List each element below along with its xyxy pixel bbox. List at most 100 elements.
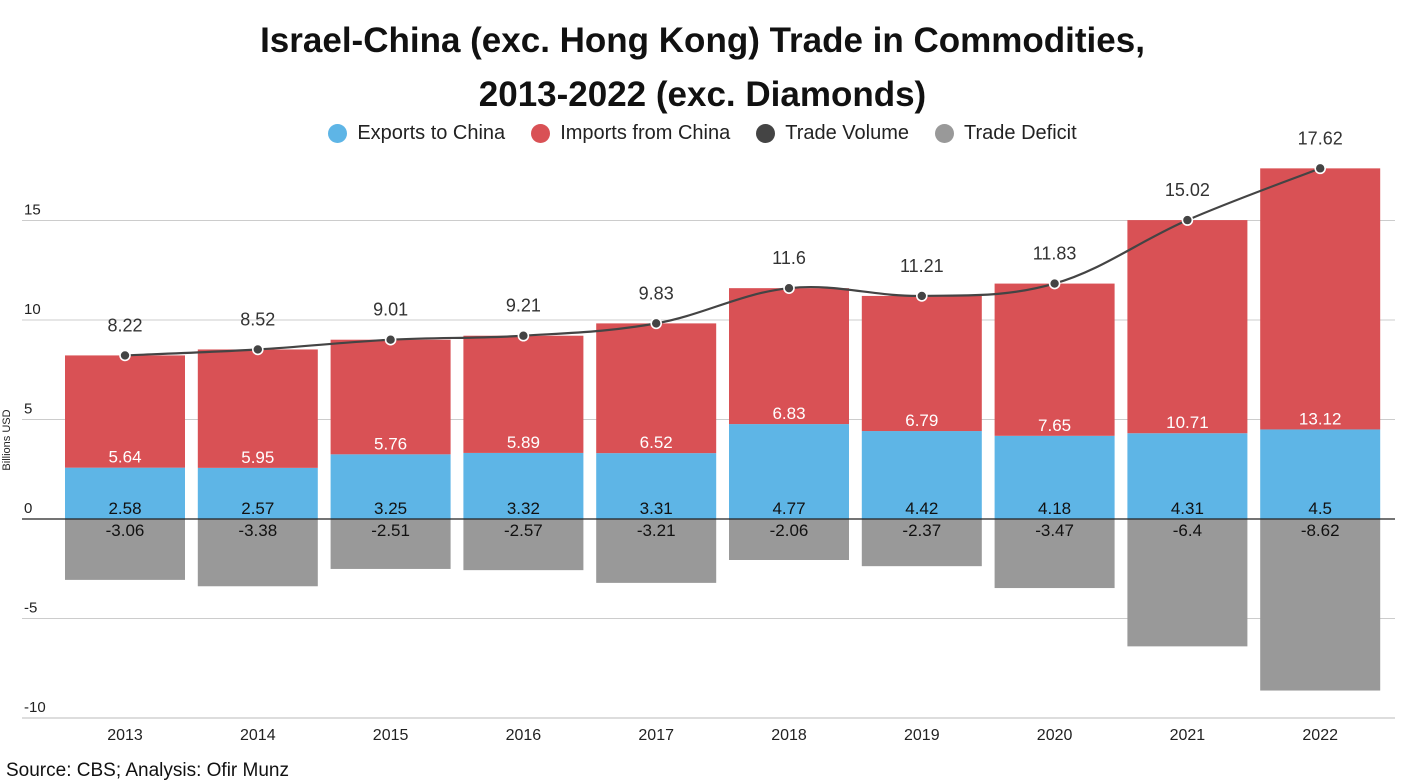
y-tick-label: 10 (24, 301, 41, 318)
legend-label-imports: Imports from China (560, 121, 731, 144)
bar-exports (65, 467, 185, 519)
y-axis-title: Billions USD (1, 409, 13, 470)
legend-label-trade-volume: Trade Volume (785, 121, 910, 144)
legend-item-trade-deficit[interactable]: Trade Deficit (935, 122, 1077, 145)
label-trade-volume: 8.22 (107, 315, 142, 335)
label-imports: 5.64 (108, 448, 141, 467)
bar-exports (994, 435, 1115, 519)
label-imports: 10.71 (1166, 413, 1209, 432)
bar-trade-deficit (596, 519, 717, 583)
bar-trade-deficit (1127, 519, 1248, 647)
label-imports: 6.83 (772, 404, 805, 423)
x-tick-label: 2019 (904, 727, 940, 744)
label-imports: 5.89 (507, 433, 540, 452)
x-tick-label: 2018 (771, 727, 807, 744)
bar-trade-deficit (463, 519, 584, 571)
label-trade-deficit: -2.37 (902, 521, 941, 540)
y-tick-label: 5 (24, 401, 32, 418)
bar-imports (596, 323, 717, 454)
label-trade-deficit: -3.38 (238, 521, 277, 540)
x-tick-label: 2016 (506, 727, 542, 744)
bar-imports (994, 283, 1115, 436)
legend-swatch-trade-volume (756, 123, 776, 143)
label-exports: 3.32 (507, 499, 540, 518)
bar-exports (596, 453, 717, 519)
point-trade-volume (384, 333, 397, 346)
point-trade-volume (915, 290, 928, 302)
legend-item-imports[interactable]: Imports from China (531, 122, 730, 145)
label-imports: 6.52 (640, 433, 673, 452)
x-tick-label: 2022 (1302, 727, 1338, 744)
bar-trade-deficit (330, 519, 451, 569)
point-trade-volume (650, 317, 663, 330)
bar-trade-deficit (861, 519, 982, 567)
label-trade-deficit: -2.57 (504, 521, 543, 540)
legend-label-exports: Exports to China (357, 121, 506, 144)
legend-swatch-imports (531, 123, 551, 143)
bar-trade-deficit (197, 519, 318, 587)
label-exports: 4.42 (905, 499, 938, 518)
point-trade-volume (517, 329, 530, 342)
bar-imports (330, 339, 451, 455)
point-trade-volume (1314, 162, 1326, 175)
y-tick-label: -5 (24, 600, 37, 617)
chart-title-line-1: Israel-China (exc. Hong Kong) Trade in C… (260, 21, 1145, 60)
label-trade-volume: 17.62 (1298, 128, 1343, 148)
x-tick-label: 2020 (1037, 727, 1073, 744)
y-tick-label: 15 (24, 202, 41, 219)
bar-exports (463, 452, 584, 519)
trade-chart: -10 -5 0 5 10 15 Billions USD 2.58 5.64 -3.06 2013… (1, 128, 1395, 744)
y-tick-label: -10 (24, 699, 46, 716)
bar-imports (197, 349, 318, 468)
bar-exports (197, 467, 318, 519)
label-trade-deficit: -3.47 (1035, 521, 1074, 540)
label-exports: 4.31 (1171, 499, 1204, 518)
legend-item-exports[interactable]: Exports to China (328, 122, 505, 145)
label-trade-volume: 9.21 (506, 296, 541, 316)
point-trade-volume (1048, 277, 1061, 290)
bar-imports (1127, 220, 1248, 434)
label-imports: 13.12 (1299, 409, 1342, 428)
x-tick-label: 2015 (373, 727, 409, 744)
legend-label-trade-deficit: Trade Deficit (964, 121, 1077, 144)
label-trade-deficit: -6.4 (1173, 521, 1202, 540)
bar-trade-deficit (994, 519, 1115, 589)
bar-exports (861, 431, 982, 519)
label-trade-volume: 11.6 (772, 248, 806, 268)
point-trade-volume (783, 282, 795, 294)
bar-exports (1127, 433, 1248, 519)
label-imports: 6.79 (905, 411, 938, 430)
label-trade-deficit: -8.62 (1301, 521, 1340, 540)
label-trade-deficit: -2.06 (770, 521, 809, 540)
label-trade-volume: 15.02 (1165, 180, 1210, 200)
bar-exports (330, 454, 451, 519)
chart-title: Israel-China (exc. Hong Kong) Trade in C… (0, 14, 1405, 122)
bar-imports (729, 288, 849, 425)
label-imports: 7.65 (1038, 416, 1071, 435)
point-trade-volume (251, 343, 264, 356)
bar-trade-deficit (729, 519, 849, 560)
chart-legend: Exports to China Imports from China Trad… (0, 119, 1405, 147)
label-exports: 3.31 (640, 499, 673, 518)
label-trade-deficit: -3.21 (637, 521, 676, 540)
label-exports: 4.5 (1308, 499, 1332, 518)
bar-exports (729, 424, 849, 519)
point-trade-volume (1181, 214, 1194, 226)
chart-title-line-2: 2013-2022 (exc. Diamonds) (478, 75, 927, 114)
label-trade-volume: 11.83 (1033, 244, 1077, 264)
label-trade-volume: 9.01 (373, 300, 408, 320)
label-trade-volume: 9.83 (639, 283, 674, 303)
label-exports: 2.57 (241, 499, 274, 518)
bar-imports (463, 335, 584, 453)
bar-trade-deficit (65, 519, 185, 580)
label-exports: 3.25 (374, 499, 407, 518)
bar-imports (1260, 168, 1381, 430)
source-note: Source: CBS; Analysis: Ofir Munz (6, 760, 289, 781)
label-imports: 5.76 (374, 434, 407, 453)
label-trade-deficit: -2.51 (371, 521, 410, 540)
legend-swatch-exports (328, 123, 348, 143)
y-tick-label: 0 (24, 500, 32, 517)
x-tick-label: 2014 (240, 727, 276, 744)
label-trade-volume: 11.21 (900, 256, 944, 276)
legend-item-trade-volume[interactable]: Trade Volume (756, 122, 909, 145)
